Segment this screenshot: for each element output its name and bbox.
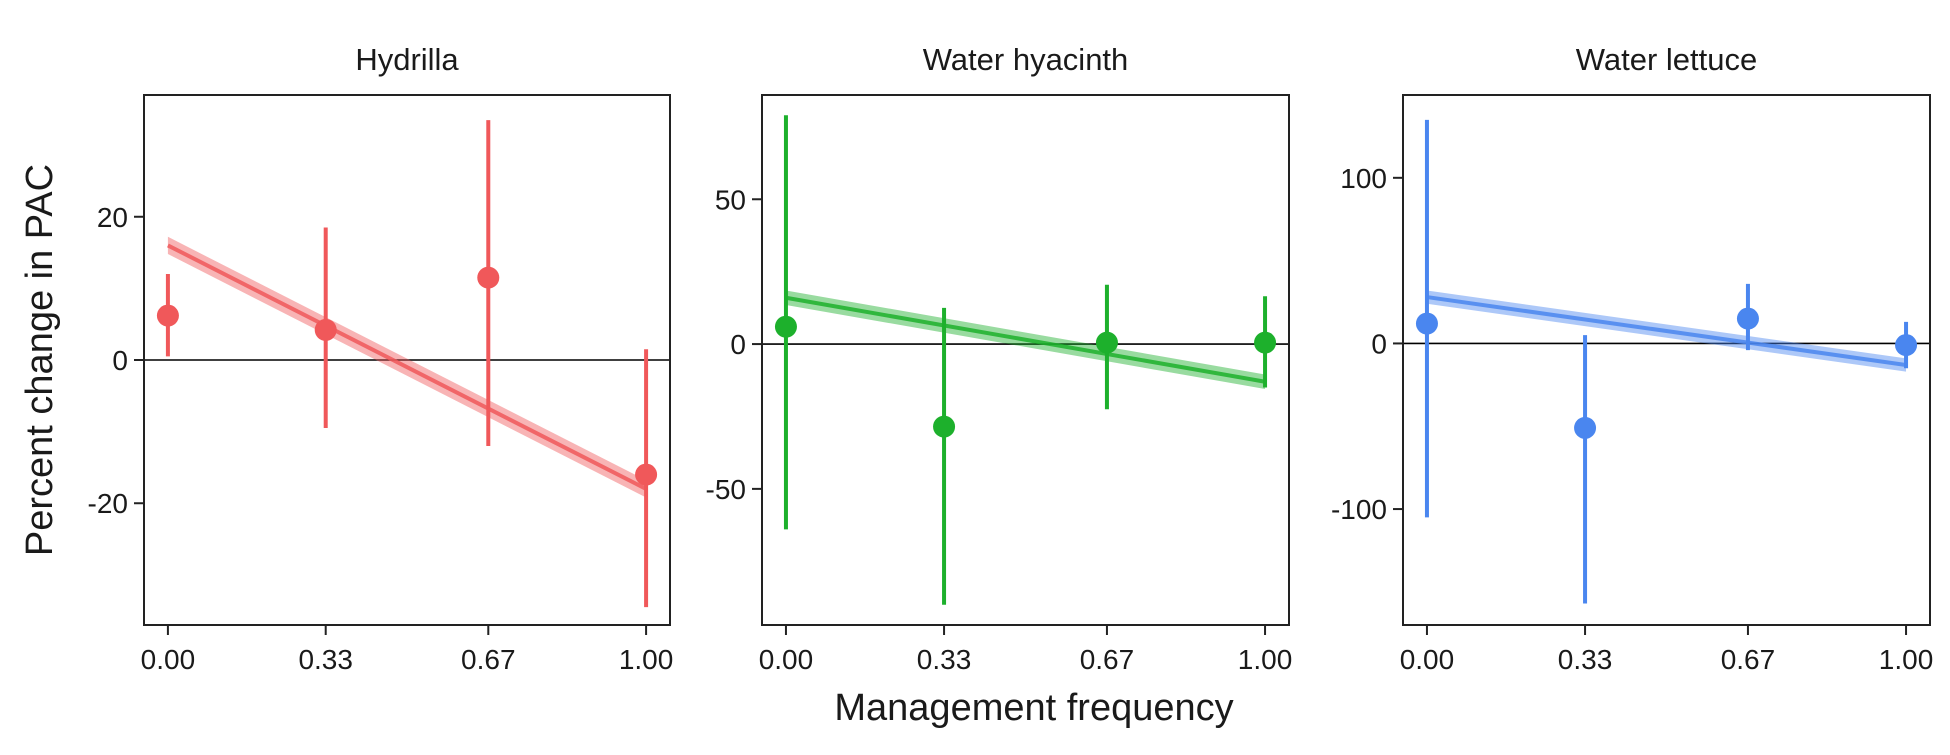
data-point	[1736, 307, 1759, 330]
panel-title: Water lettuce	[1576, 42, 1757, 77]
panel-frame	[143, 94, 671, 626]
panel-title: Water hyacinth	[923, 42, 1129, 77]
data-point	[1254, 331, 1277, 354]
x-tick-label: 0.67	[1721, 644, 1776, 675]
trend-line	[1426, 295, 1907, 367]
x-tick-label: 0.00	[759, 644, 814, 675]
x-tick-label: 0.67	[1080, 644, 1135, 675]
data-point	[774, 315, 797, 338]
data-point	[314, 318, 337, 341]
trend-line	[167, 243, 647, 491]
x-tick-label: 0.00	[141, 644, 196, 675]
data-point	[1574, 416, 1597, 439]
x-axis-title: Management frequency	[834, 687, 1233, 729]
data-point	[477, 266, 500, 289]
y-tick-label: 0	[112, 345, 128, 376]
data-point	[635, 463, 658, 486]
panel-frame	[1402, 94, 1931, 626]
trend-line	[785, 295, 1266, 384]
x-tick-label: 0.00	[1400, 644, 1455, 675]
data-point	[933, 415, 956, 438]
x-tick-label: 0.33	[1558, 644, 1613, 675]
y-tick-label: 0	[730, 329, 746, 360]
y-axis-title: Percent change in PAC	[19, 164, 61, 556]
x-tick-label: 1.00	[619, 644, 674, 675]
panel-3: Water lettuce -100 0 100 0.00 0.33 0.67 1.00	[1331, 42, 1933, 675]
y-tick-label: 100	[1340, 163, 1387, 194]
y-tick-label: -50	[706, 474, 746, 505]
data-point	[1095, 331, 1118, 354]
x-tick-label: 1.00	[1238, 644, 1293, 675]
y-tick-label: 0	[1371, 328, 1387, 359]
x-tick-label: 0.33	[917, 644, 972, 675]
y-tick-label: -100	[1331, 494, 1387, 525]
y-tick-label: 50	[715, 184, 746, 215]
panel-title: Hydrilla	[355, 42, 459, 77]
x-tick-label: 0.67	[461, 644, 516, 675]
panel-2: Water hyacinth -50 0 50 0.00 0.33 0.67 1.00	[706, 42, 1293, 675]
y-tick-label: -20	[88, 488, 128, 519]
x-tick-label: 0.33	[298, 644, 353, 675]
data-point	[1895, 334, 1918, 357]
y-tick-label: 20	[97, 202, 128, 233]
x-tick-label: 1.00	[1879, 644, 1934, 675]
panel-frame	[761, 94, 1290, 626]
panel-1: Hydrilla -20 0 20 0.00 0.33 0.67 1.00	[88, 42, 674, 675]
data-point	[1415, 312, 1438, 335]
data-point	[156, 304, 179, 327]
